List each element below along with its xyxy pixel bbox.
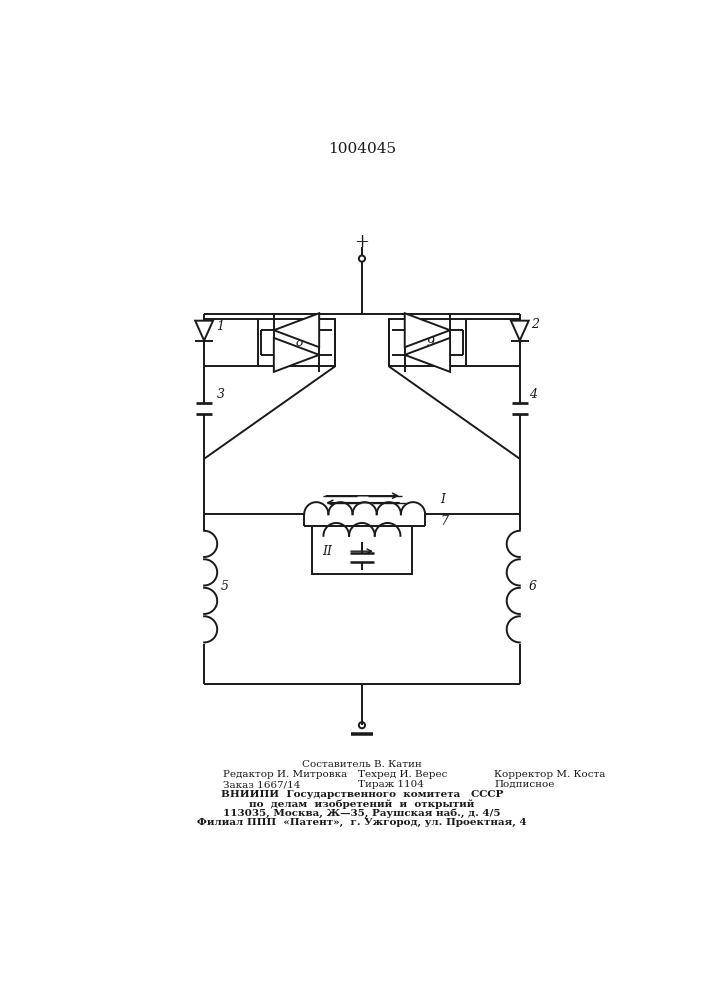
Text: Филиал ППП  «Патент»,  г. Ужгород, ул. Проектная, 4: Филиал ППП «Патент», г. Ужгород, ул. Про…	[197, 818, 527, 827]
Text: 9: 9	[426, 336, 435, 349]
Polygon shape	[274, 313, 319, 347]
Text: +: +	[354, 233, 370, 251]
Text: Заказ 1667/14: Заказ 1667/14	[223, 780, 300, 789]
Text: Составитель В. Катин: Составитель В. Катин	[302, 760, 422, 769]
Text: 113035, Москва, Ж—35, Раушская наб., д. 4/5: 113035, Москва, Ж—35, Раушская наб., д. …	[223, 808, 501, 818]
Text: по  делам  изобретений  и  открытий: по делам изобретений и открытий	[250, 799, 474, 809]
Polygon shape	[274, 338, 319, 372]
Text: 7: 7	[440, 515, 448, 528]
Text: 1004045: 1004045	[328, 142, 396, 156]
Text: 1: 1	[216, 320, 224, 333]
Text: Тираж 1104: Тираж 1104	[358, 780, 424, 789]
Bar	[389, 319, 466, 366]
Text: Редактор И. Митровка: Редактор И. Митровка	[223, 770, 347, 779]
Text: Корректор М. Коста: Корректор М. Коста	[494, 770, 606, 779]
Text: 3: 3	[216, 388, 224, 401]
Bar	[312, 526, 412, 574]
Text: 4: 4	[529, 388, 537, 401]
Text: ВНИИПИ  Государственного  комитета   СССР: ВНИИПИ Государственного комитета СССР	[221, 790, 503, 799]
Text: I: I	[440, 493, 445, 506]
Text: Техред И. Верес: Техред И. Верес	[358, 770, 448, 779]
Text: 6: 6	[529, 580, 537, 593]
Polygon shape	[195, 321, 213, 341]
Text: II: II	[322, 545, 333, 558]
Polygon shape	[404, 313, 450, 347]
Polygon shape	[404, 338, 450, 372]
Text: 8: 8	[296, 336, 303, 349]
Bar	[258, 319, 335, 366]
Text: Подписное: Подписное	[494, 780, 555, 789]
Text: 2: 2	[530, 318, 539, 331]
Polygon shape	[511, 321, 529, 341]
Text: 5: 5	[221, 580, 229, 593]
